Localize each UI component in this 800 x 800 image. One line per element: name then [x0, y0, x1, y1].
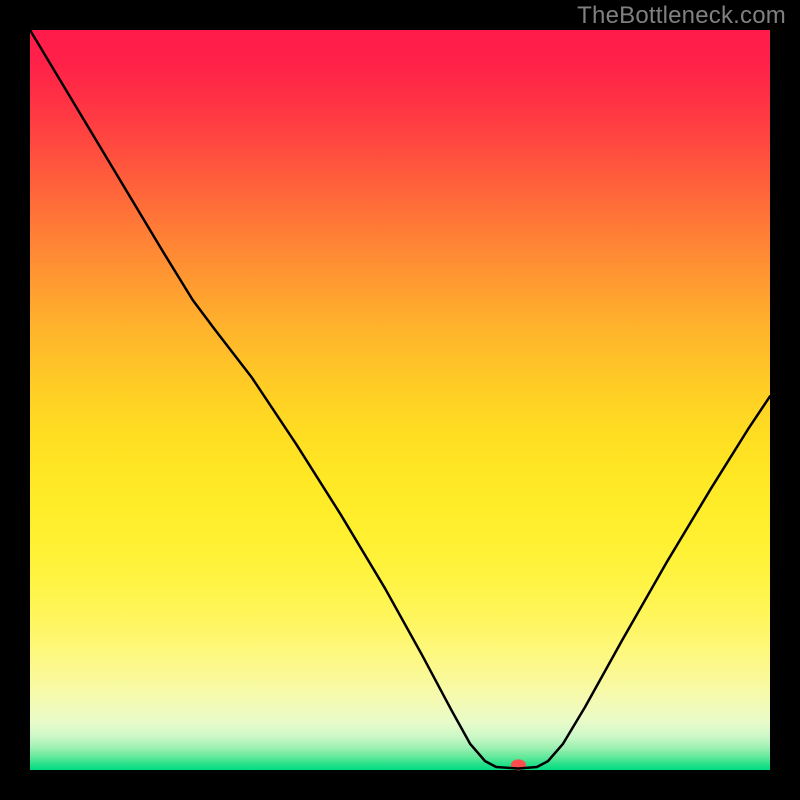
watermark-text: TheBottleneck.com — [577, 2, 786, 30]
bottleneck-chart — [0, 0, 800, 800]
plot-background — [30, 30, 770, 770]
chart-stage: { "watermark": { "text": "TheBottleneck.… — [0, 0, 800, 800]
